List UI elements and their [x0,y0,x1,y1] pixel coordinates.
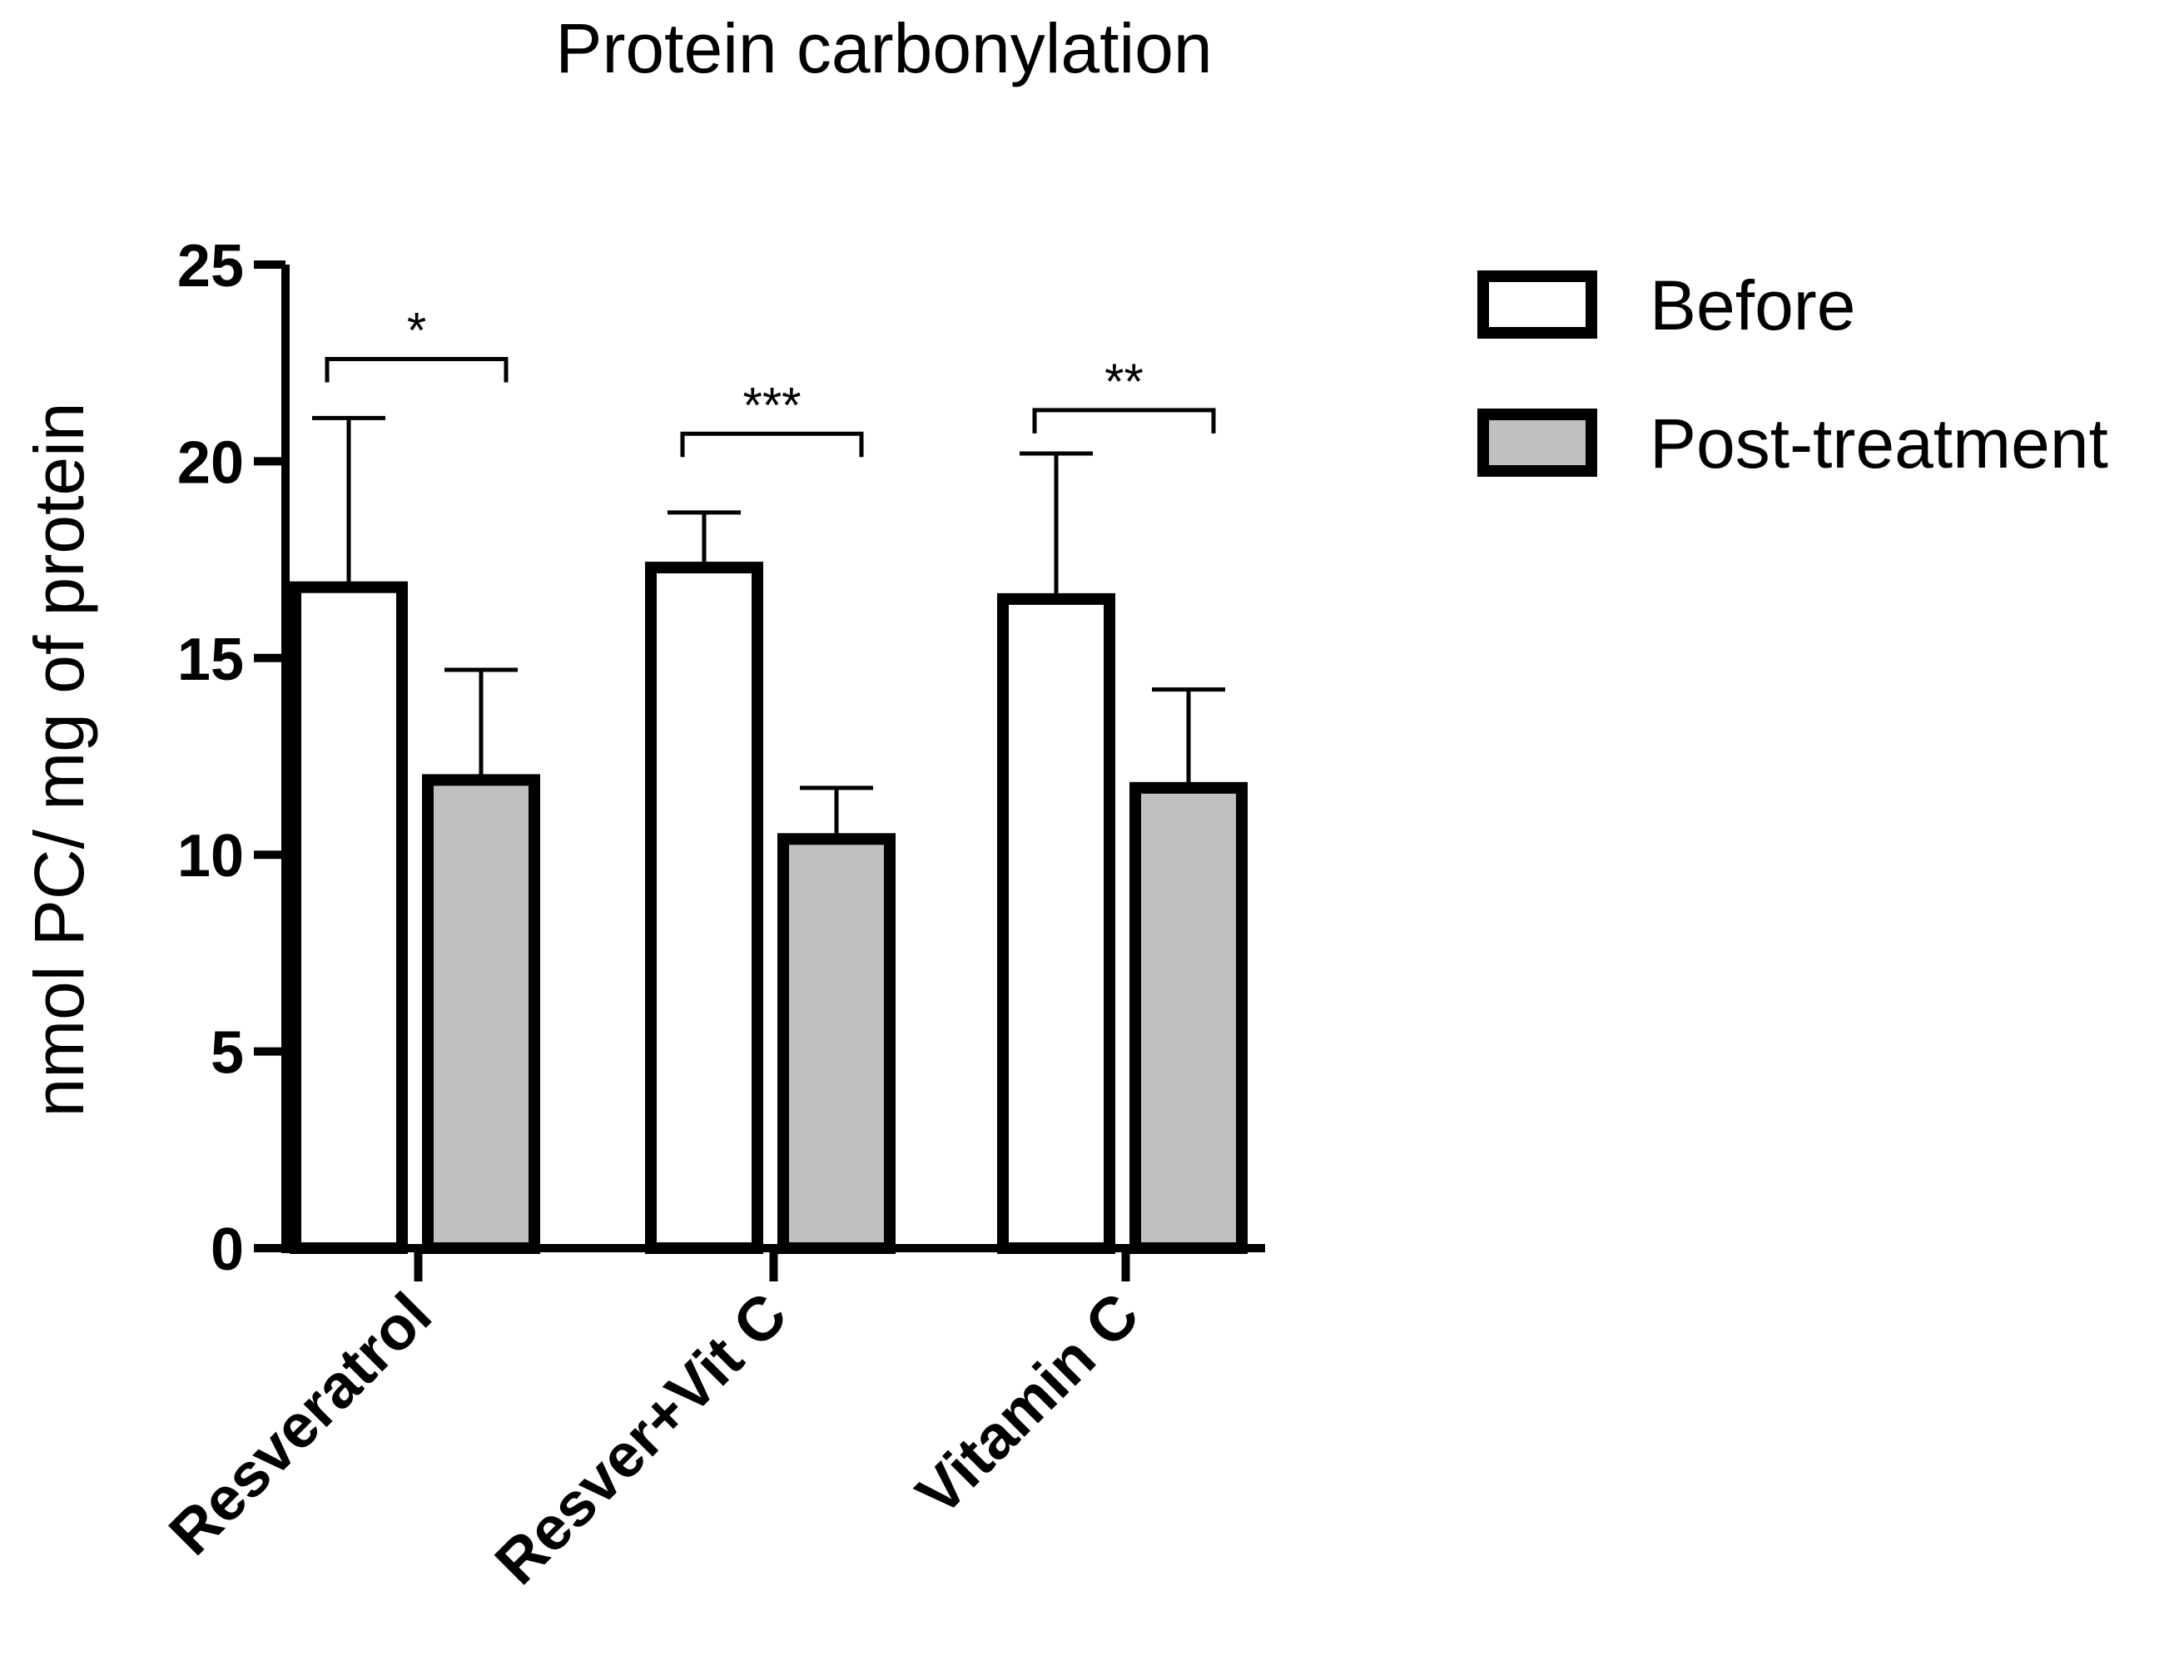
bar-before [290,581,408,1254]
significance-label: * [407,302,426,358]
legend: Before Post-treatment [1477,266,2108,483]
bar-post-treatment [422,774,540,1254]
x-category-label: Vitamin C [903,1280,1152,1529]
bar-before [997,592,1115,1254]
significance-bracket [325,356,509,383]
y-tick-label: 0 [211,1217,244,1283]
y-tick-label: 15 [177,627,244,693]
plot-area: 0 5 10 15 20 25 Resveratrol * Resver+Vit C *** Vit… [156,233,1265,1598]
y-tick-label: 25 [177,233,244,300]
legend-swatch-post-treatment [1477,409,1597,477]
bar-post-treatment [1129,781,1248,1254]
legend-swatch-before [1477,270,1597,339]
y-tick-label: 5 [211,1020,244,1087]
x-category-label: Resver+Vit C [482,1280,800,1598]
x-category-label: Resveratrol [156,1280,444,1568]
y-tick-label: 20 [177,429,244,496]
bar-before [645,562,763,1254]
significance-bracket [1032,408,1216,434]
y-axis-label: nmol PC/ mg of protein [20,402,98,1117]
chart-title: Protein carbonylation [555,9,1212,87]
significance-label: ** [1104,354,1144,409]
legend-label: Before [1650,266,1856,344]
significance-bracket [680,431,864,458]
legend-label: Post-treatment [1650,404,2108,483]
significance-label: *** [742,377,801,433]
bar-post-treatment [777,833,896,1255]
y-tick-label: 10 [177,823,244,890]
